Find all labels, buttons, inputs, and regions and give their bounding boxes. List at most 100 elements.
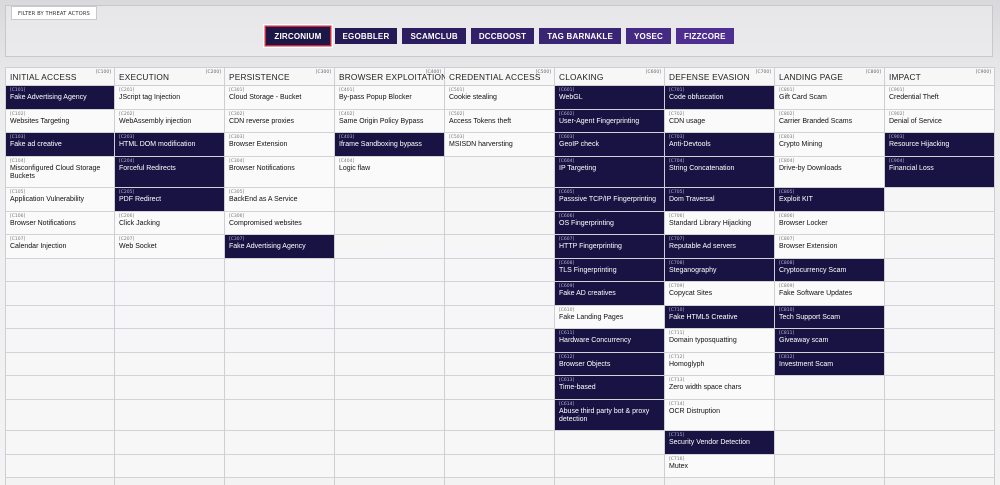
technique-cell[interactable]: [C106] Browser Notifications: [6, 211, 114, 235]
technique-cell[interactable]: [C705] Dom Traversal: [665, 188, 774, 212]
technique-cell[interactable]: [C503] MSISDN harversting: [445, 133, 554, 157]
actor-button-dccboost[interactable]: DCCBOOST: [470, 28, 535, 44]
technique-cell[interactable]: [C608] TLS Fingerprinting: [555, 258, 664, 282]
technique-cell[interactable]: [C711] Domain typosquatting: [665, 329, 774, 353]
technique-code: [C602]: [559, 111, 575, 117]
technique-cell[interactable]: [C806] Browser Locker: [775, 211, 884, 235]
empty-cell: [335, 329, 444, 353]
technique-cell[interactable]: [C809] Fake Software Updates: [775, 282, 884, 306]
tactic-header[interactable]: CREDENTIAL ACCESS [C500]: [445, 67, 554, 86]
actor-button-tag-barnakle[interactable]: TAG BARNAKLE: [539, 28, 622, 44]
technique-cell[interactable]: [C901] Credential Theft: [885, 86, 994, 110]
technique-cell[interactable]: [C304] Browser Notifications: [225, 156, 334, 188]
technique-cell[interactable]: [C709] Copycat Sites: [665, 282, 774, 306]
tactic-header[interactable]: IMPACT [C900]: [885, 67, 994, 86]
technique-cell[interactable]: [C812] Investment Scam: [775, 352, 884, 376]
empty-cell: [445, 235, 554, 259]
technique-title: OS Fingerprinting: [559, 219, 614, 227]
technique-cell[interactable]: [C801] Gift Card Scam: [775, 86, 884, 110]
technique-cell[interactable]: [C802] Carrier Branded Scams: [775, 109, 884, 133]
tactic-header[interactable]: CLOAKING [C600]: [555, 67, 664, 86]
technique-cell[interactable]: [C805] Exploit KIT: [775, 188, 884, 212]
empty-cell: [115, 352, 224, 376]
technique-cell[interactable]: [C716] Mutex: [665, 454, 774, 478]
technique-title: Fake Advertising Agency: [10, 94, 87, 101]
technique-cell[interactable]: [C202] WebAssembly injection: [115, 109, 224, 133]
actor-button-yosec[interactable]: YOSEC: [626, 28, 672, 44]
tactic-header[interactable]: LANDING PAGE [C800]: [775, 67, 884, 86]
technique-cell[interactable]: [C603] GeoIP check: [555, 133, 664, 157]
technique-cell[interactable]: [C601] WebGL: [555, 86, 664, 110]
technique-cell[interactable]: [C808] Cryptocurrency Scam: [775, 258, 884, 282]
technique-cell[interactable]: [C702] CDN usage: [665, 109, 774, 133]
tactic-header[interactable]: EXECUTION [C200]: [115, 67, 224, 86]
technique-cell[interactable]: [C803] Crypto Mining: [775, 133, 884, 157]
technique-cell[interactable]: [C607] HTTP Fingerprinting: [555, 235, 664, 259]
technique-cell[interactable]: [C401] By-pass Popup Blocker: [335, 86, 444, 110]
technique-cell[interactable]: [C605] Passsive TCP/IP Fingerprinting: [555, 188, 664, 212]
technique-cell[interactable]: [C306] Compromised websites: [225, 211, 334, 235]
technique-cell[interactable]: [C301] Cloud Storage - Bucket: [225, 86, 334, 110]
technique-cell[interactable]: [C103] Fake ad creative: [6, 133, 114, 157]
technique-cell[interactable]: [C403] Iframe Sandboxing bypass: [335, 133, 444, 157]
technique-cell[interactable]: [C105] Application Vulnerability: [6, 188, 114, 212]
technique-cell[interactable]: [C714] OCR Distruption: [665, 399, 774, 431]
technique-title: Code obfuscation: [669, 94, 724, 101]
technique-cell[interactable]: [C713] Zero width space chars: [665, 376, 774, 400]
technique-cell[interactable]: [C703] Anti-Devtools: [665, 133, 774, 157]
technique-cell[interactable]: [C611] Hardware Concurrency: [555, 329, 664, 353]
technique-cell[interactable]: [C303] Browser Extension: [225, 133, 334, 157]
technique-title: Browser Objects: [559, 360, 611, 368]
technique-cell[interactable]: [C205] PDF Redirect: [115, 188, 224, 212]
technique-cell[interactable]: [C604] IP Targeting: [555, 156, 664, 188]
technique-cell[interactable]: [C804] Drive-by Downloads: [775, 156, 884, 188]
tactic-header[interactable]: INITIAL ACCESS [C100]: [6, 67, 114, 86]
technique-cell[interactable]: [C710] Fake HTML5 Creative: [665, 305, 774, 329]
technique-cell[interactable]: [C904] Financial Loss: [885, 156, 994, 188]
technique-cell[interactable]: [C402] Same Origin Policy Bypass: [335, 109, 444, 133]
technique-cell[interactable]: [C903] Resource Hijacking: [885, 133, 994, 157]
technique-cell[interactable]: [C602] User-Agent Fingerprinting: [555, 109, 664, 133]
technique-cell[interactable]: [C201] JScript tag Injection: [115, 86, 224, 110]
technique-cell[interactable]: [C203] HTML DOM modification: [115, 133, 224, 157]
technique-cell[interactable]: [C101] Fake Advertising Agency: [6, 86, 114, 110]
actor-button-egobbler[interactable]: EGOBBLER: [334, 28, 398, 44]
technique-cell[interactable]: [C612] Browser Objects: [555, 352, 664, 376]
technique-cell[interactable]: [C610] Fake Landing Pages: [555, 305, 664, 329]
tactic-header[interactable]: BROWSER EXPLOITATION [C400]: [335, 67, 447, 86]
technique-cell[interactable]: [C404] Logic flaw: [335, 156, 444, 188]
technique-cell[interactable]: [C501] Cookie stealing: [445, 86, 554, 110]
technique-cell[interactable]: [C104] Misconfigured Cloud Storage Bucket…: [6, 156, 114, 188]
tactic-header[interactable]: DEFENSE EVASION [C700]: [665, 67, 774, 86]
tactic-header[interactable]: PERSISTENCE [C300]: [225, 67, 334, 86]
technique-cell[interactable]: [C807] Browser Extension: [775, 235, 884, 259]
technique-cell[interactable]: [C707] Reputable Ad servers: [665, 235, 774, 259]
technique-cell[interactable]: [C701] Code obfuscation: [665, 86, 774, 110]
technique-cell[interactable]: [C606] OS Fingerprinting: [555, 211, 664, 235]
empty-cell: [885, 431, 994, 455]
technique-cell[interactable]: [C704] String Concatenation: [665, 156, 774, 188]
technique-cell[interactable]: [C206] Click Jacking: [115, 211, 224, 235]
technique-cell[interactable]: [C204] Forceful Redirects: [115, 156, 224, 188]
technique-cell[interactable]: [C502] Access Tokens theft: [445, 109, 554, 133]
technique-cell[interactable]: [C102] Websites Targeting: [6, 109, 114, 133]
empty-cell: [885, 258, 994, 282]
technique-cell[interactable]: [C613] Time-based: [555, 376, 664, 400]
technique-cell[interactable]: [C810] Tech Support Scam: [775, 305, 884, 329]
technique-cell[interactable]: [C614] Abuse third party bot & proxy dete…: [555, 399, 664, 431]
technique-cell[interactable]: [C307] Fake Advertising Agency: [225, 235, 334, 259]
technique-cell[interactable]: [C706] Standard Library Hijacking: [665, 211, 774, 235]
technique-cell[interactable]: [C902] Denial of Service: [885, 109, 994, 133]
technique-cell[interactable]: [C715] Security Vendor Detection: [665, 431, 774, 455]
technique-cell[interactable]: [C811] Giveaway scam: [775, 329, 884, 353]
actor-button-zirconium[interactable]: ZIRCONIUM: [266, 27, 330, 45]
technique-cell[interactable]: [C107] Calendar Injection: [6, 235, 114, 259]
technique-cell[interactable]: [C302] CDN reverse proxies: [225, 109, 334, 133]
actor-button-fizzcore[interactable]: FIZZCORE: [676, 28, 734, 44]
technique-cell[interactable]: [C712] Homoglyph: [665, 352, 774, 376]
technique-cell[interactable]: [C609] Fake AD creatives: [555, 282, 664, 306]
technique-cell[interactable]: [C207] Web Socket: [115, 235, 224, 259]
technique-cell[interactable]: [C305] BackEnd as A Service: [225, 188, 334, 212]
technique-cell[interactable]: [C708] Steganography: [665, 258, 774, 282]
actor-button-scamclub[interactable]: SCAMCLUB: [402, 28, 466, 44]
